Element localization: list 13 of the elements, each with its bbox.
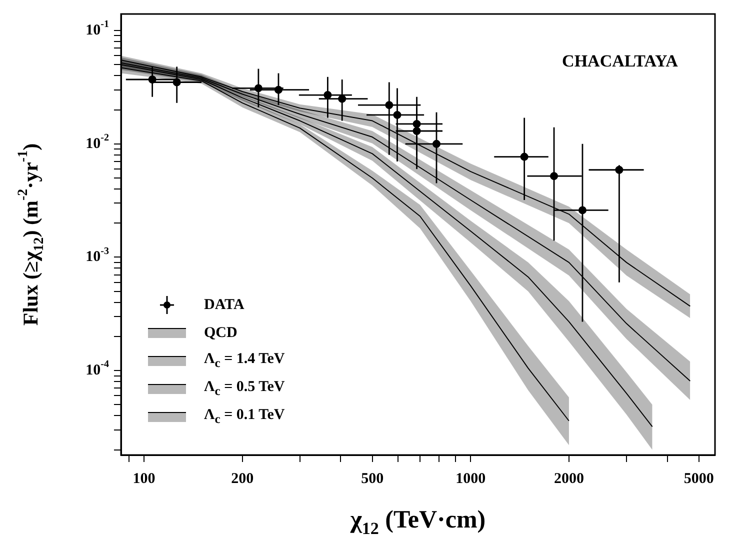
x-tick-label: 100 <box>132 470 156 487</box>
legend-label: QCD <box>204 324 238 343</box>
x-tick-label: 5000 <box>684 470 714 487</box>
y-axis-title: Flux (≥χ12) (m-2·yr-1) <box>16 143 47 326</box>
legend-label: Λ$_{c}$ = 0.1 TeV <box>204 406 285 428</box>
annotation: CHACALTAYA <box>562 51 679 70</box>
x-tick-label: 2000 <box>554 470 584 487</box>
x-tick-label: 200 <box>231 470 254 487</box>
x-tick-label: 500 <box>361 470 384 487</box>
x-tick-label: 1000 <box>456 470 486 487</box>
legend-label: Λ$_{c}$ = 1.4 TeV <box>204 350 285 372</box>
legend-label: DATA <box>204 296 244 315</box>
legend-label: Λ$_{c}$ = 0.5 TeV <box>204 378 285 400</box>
